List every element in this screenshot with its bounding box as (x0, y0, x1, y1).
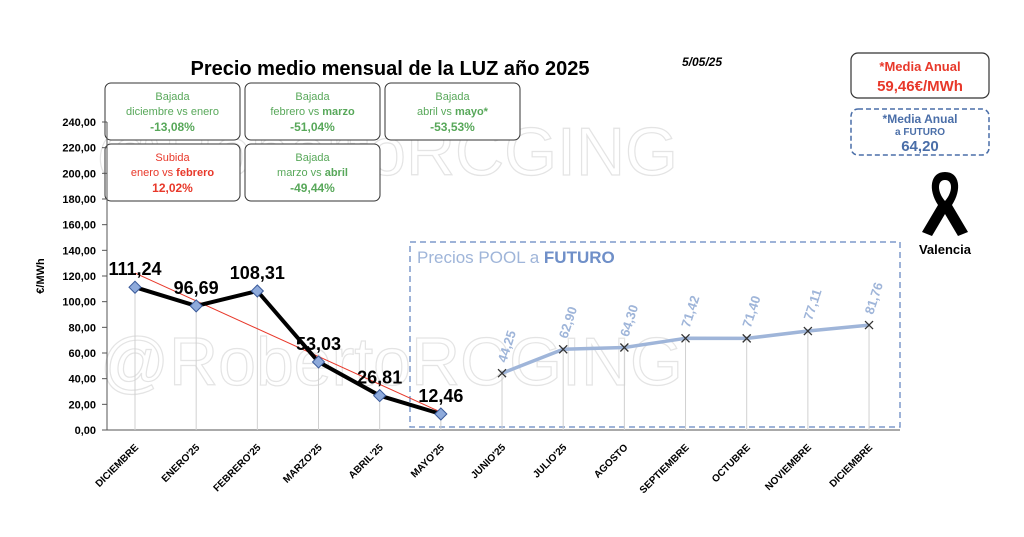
future-annual-label: *Media Anual (883, 112, 958, 126)
y-tick-label: 240,00 (62, 117, 96, 129)
x-tick-label: MAYO'25 (409, 442, 447, 480)
future-box-label: Precios POOL a FUTURO (417, 248, 615, 267)
marker (128, 280, 142, 294)
data-label: 12,46 (418, 386, 463, 406)
x-tick-label: JUNIO'25 (469, 442, 508, 481)
x-tick-label: FEBRERO'25 (212, 442, 264, 494)
future-box (409, 241, 901, 428)
annotation-title: Bajada (295, 91, 330, 103)
future-annual-label2: a FUTURO (895, 127, 945, 138)
y-tick-label: 160,00 (62, 220, 96, 232)
marker (434, 407, 448, 421)
y-tick-label: 120,00 (62, 271, 96, 283)
marker (681, 333, 690, 343)
data-label: 71,42 (678, 294, 702, 330)
y-tick-label: 80,00 (68, 322, 96, 334)
annotation-line: febrero vs marzo (270, 106, 355, 118)
y-tick-label: 40,00 (68, 374, 96, 386)
annotation-line: marzo vs abril (277, 167, 348, 179)
annotation-part: abril vs (417, 106, 455, 118)
marker (189, 299, 203, 313)
y-tick-label: 100,00 (62, 297, 96, 309)
future-annual-value: 64,20 (901, 138, 939, 155)
annotation-part: marzo vs (277, 167, 325, 179)
data-label: 77,11 (800, 287, 824, 322)
x-tick-label: NOVIEMBRE (763, 442, 814, 493)
annual-label: *Media Anual (879, 59, 960, 74)
marker (372, 388, 387, 403)
marker (864, 320, 874, 330)
marker (558, 344, 568, 354)
marker (742, 333, 752, 343)
annotation-box (384, 82, 521, 141)
annotation-value: -53,53% (430, 120, 475, 134)
annotation-box (104, 143, 241, 202)
annotation-box (244, 82, 381, 141)
data-label: 26,81 (357, 368, 402, 388)
annotation-part: mayo* (455, 106, 489, 118)
x-tick-label: ABRIL'25 (347, 442, 386, 481)
annotation-line: enero vs febrero (131, 167, 214, 179)
chart-title: Precio medio mensual de la LUZ año 2025 (190, 58, 589, 80)
y-tick-label: 0,00 (75, 425, 96, 437)
x-tick-label: MARZO'25 (281, 442, 325, 486)
annotation-title: Bajada (155, 91, 190, 103)
annotation-part: enero vs (131, 167, 176, 179)
x-tick-label: SEPTIEMBRE (638, 442, 692, 496)
y-tick-label: 140,00 (62, 245, 96, 257)
trendline (134, 272, 442, 413)
x-tick-label: JULIO'25 (531, 442, 569, 480)
marker (803, 326, 813, 336)
y-tick-label: 20,00 (68, 399, 96, 411)
x-tick-label: OCTUBRE (710, 442, 753, 485)
watermark: @RobertoRCGING (100, 324, 683, 400)
data-label: 71,40 (739, 294, 763, 330)
annotation-part: marzo (322, 106, 355, 118)
future-box-part: Precios POOL a (417, 248, 544, 267)
annotation-box (244, 143, 381, 202)
annotation-value: -49,44% (290, 181, 335, 195)
annotation-title: Bajada (435, 91, 470, 103)
marker (619, 343, 629, 352)
annotation-part: diciembre vs enero (126, 106, 219, 118)
marker (311, 355, 326, 369)
future-box-part: FUTURO (544, 248, 615, 267)
data-label: 81,76 (862, 280, 886, 316)
x-tick-label: DICIEMBRE (94, 442, 142, 490)
y-axis-label: €/MWh (35, 258, 47, 294)
x-tick-label: AGOSTO (592, 442, 630, 480)
y-tick-label: 180,00 (62, 194, 96, 206)
future-annual-box (850, 108, 990, 156)
marker (250, 284, 265, 298)
x-tick-label: ENERO'25 (160, 442, 203, 485)
x-tick-label: DICIEMBRE (828, 442, 876, 490)
ribbon-icon (922, 172, 968, 236)
annual-box (850, 52, 990, 99)
y-tick-label: 60,00 (68, 348, 96, 360)
annotation-part: febrero vs (270, 106, 322, 118)
annotation-title: Subida (155, 152, 190, 164)
location: Valencia (919, 242, 972, 257)
annotation-value: -13,08% (150, 120, 195, 134)
annual-value: 59,46€/MWh (877, 78, 963, 95)
y-tick-label: 200,00 (62, 168, 96, 180)
annotation-part: febrero (176, 167, 214, 179)
data-label: 108,31 (230, 263, 285, 283)
data-label: 96,69 (174, 278, 219, 298)
date: 5/05/25 (682, 55, 722, 69)
data-label: 111,24 (108, 259, 161, 279)
annotation-box (104, 82, 241, 141)
annotation-line: diciembre vs enero (126, 106, 219, 118)
annotation-line: abril vs mayo* (417, 106, 489, 118)
marker (497, 368, 507, 378)
annotation-value: 12,02% (152, 181, 193, 195)
y-tick-label: 220,00 (62, 143, 96, 155)
annotation-value: -51,04% (290, 120, 335, 134)
annotation-part: abril (325, 167, 348, 179)
series-line (134, 285, 442, 416)
annotation-title: Bajada (295, 152, 330, 164)
data-label: 53,03 (296, 334, 341, 354)
